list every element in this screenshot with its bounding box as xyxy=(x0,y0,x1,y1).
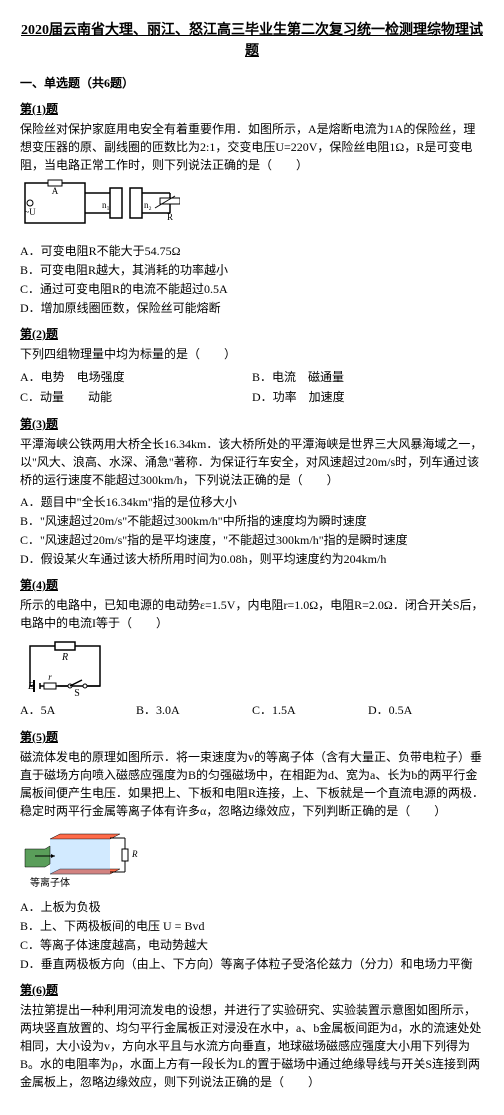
q2-header: 第(2)题 xyxy=(20,325,484,343)
q2-body: 下列四组物理量中均为标量的是（ ） xyxy=(20,345,484,363)
page-title: 2020届云南省大理、丽江、怒江高三毕业生第二次复习统一检测理综物理试题 xyxy=(20,20,484,62)
q5-options: A．上板为负极 B．上、下两极板间的电压 U = Bvd C．等离子体速度越高，… xyxy=(20,898,484,973)
q4-header: 第(4)题 xyxy=(20,576,484,594)
q4-opt-a: A．5A xyxy=(20,701,136,719)
q1-opt-d: D．增加原线圈匝数，保险丝可能熔断 xyxy=(20,299,484,317)
q5-opt-d: D．垂直两极板方向（由上、下方向）等离子体粒子受洛伦兹力（分力）和电场力平衡 xyxy=(20,955,484,973)
q1-options: A．可变电阻R不能大于54.75Ω B．可变电阻R越大，其消耗的功率越小 C．通… xyxy=(20,242,484,317)
svg-text:A: A xyxy=(52,186,59,196)
q1-opt-a: A．可变电阻R不能大于54.75Ω xyxy=(20,242,484,260)
q6-header: 第(6)题 xyxy=(20,981,484,999)
q5-opt-a: A．上板为负极 xyxy=(20,898,484,916)
q4-opt-d: D．0.5A xyxy=(368,701,484,719)
q2-options: A．电势 电场强度 B．电流 磁通量 C．动量 动能 D．功率 加速度 xyxy=(20,367,484,407)
q5-opt-c: C．等离子体速度越高，电动势越大 xyxy=(20,936,484,954)
svg-text:n₁: n₁ xyxy=(102,200,110,210)
q1-header: 第(1)题 xyxy=(20,100,484,118)
svg-text:S: S xyxy=(74,688,80,696)
q4-options: A．5A B．3.0A C．1.5A D．0.5A xyxy=(20,700,484,720)
q2-opt-a: A．电势 电场强度 xyxy=(20,368,252,386)
q1-opt-c: C．通过可变电阻R的电流不能超过0.5A xyxy=(20,280,484,298)
q3-opt-d: D．假设某火车通过该大桥所用时间为0.08h，则平均速度约为204km/h xyxy=(20,550,484,568)
q6-body: 法拉第提出一种利用河流发电的设想，并进行了实验研究、实验装置示意图如图所示，两块… xyxy=(20,1001,484,1091)
q2-opt-b: B．电流 磁通量 xyxy=(252,368,484,386)
q5-opt-b: B．上、下两极板间的电压 U = Bvd xyxy=(20,917,484,935)
svg-text:R: R xyxy=(61,652,68,663)
q5-body: 磁流体发电的原理如图所示．将一束速度为v的等离子体（含有大量正、负带电粒子）垂直… xyxy=(20,748,484,820)
svg-text:r: r xyxy=(48,672,52,682)
q1-figure: A ~U n₁ n₂ R xyxy=(20,178,484,238)
q1-opt-b: B．可变电阻R越大，其消耗的功率越小 xyxy=(20,261,484,279)
q2-opt-d: D．功率 加速度 xyxy=(252,388,484,406)
svg-text:~U: ~U xyxy=(24,207,36,217)
svg-text:等离子体: 等离子体 xyxy=(30,876,70,889)
q4-body: 所示的电路中，已知电源的电动势ε=1.5V，内电阻r=1.0Ω，电阻R=2.0Ω… xyxy=(20,596,484,632)
q3-opt-a: A．题目中"全长16.34km"指的是位移大小 xyxy=(20,493,484,511)
q1-body: 保险丝对保护家庭用电安全有着重要作用．如图所示，A是熔断电流为1A的保险丝，理想… xyxy=(20,120,484,174)
q3-opt-c: C．"风速超过20m/s"指的是平均速度，"不能超过300km/h"指的是瞬时速… xyxy=(20,531,484,549)
q3-opt-b: B．"风速超过20m/s"不能超过300km/h"中所指的速度均为瞬时速度 xyxy=(20,512,484,530)
svg-text:n₂: n₂ xyxy=(144,200,152,210)
q4-figure: R E r S xyxy=(20,636,484,696)
q2-opt-c: C．动量 动能 xyxy=(20,388,252,406)
q5-header: 第(5)题 xyxy=(20,728,484,746)
q3-header: 第(3)题 xyxy=(20,415,484,433)
q4-opt-c: C．1.5A xyxy=(252,701,368,719)
svg-text:R: R xyxy=(167,212,173,222)
q4-opt-b: B．3.0A xyxy=(136,701,252,719)
q3-body: 平潭海峡公铁两用大桥全长16.34km．该大桥所处的平潭海峡是世界三大风暴海域之… xyxy=(20,435,484,489)
section-heading: 一、单选题（共6题） xyxy=(20,74,484,92)
q3-options: A．题目中"全长16.34km"指的是位移大小 B．"风速超过20m/s"不能超… xyxy=(20,493,484,568)
svg-text:R: R xyxy=(131,849,138,859)
q5-figure: 等离子体 R xyxy=(20,824,484,894)
